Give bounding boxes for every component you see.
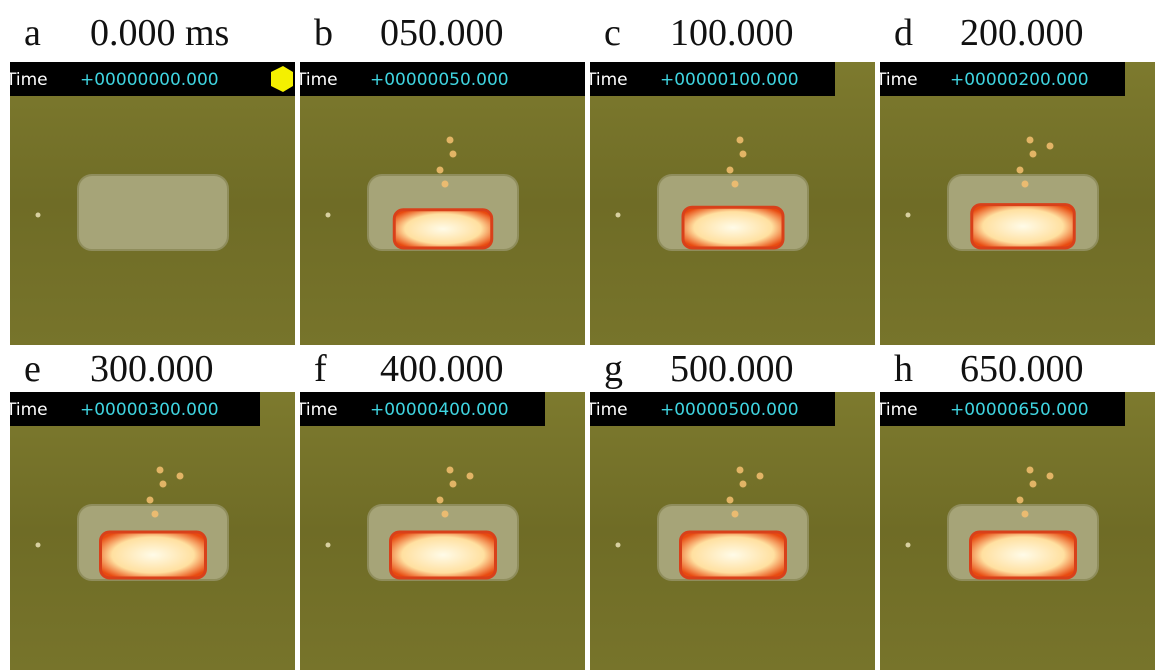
panel-letter: d	[894, 14, 913, 52]
speck	[326, 543, 331, 548]
spark	[437, 497, 444, 504]
speck	[616, 543, 621, 548]
spark	[732, 181, 739, 188]
molten-glow	[394, 210, 492, 248]
molten-glow	[972, 205, 1075, 248]
video-frame: Time +00000200.000	[880, 62, 1155, 345]
spark	[1022, 511, 1029, 518]
overlay-value: +00000200.000	[950, 70, 1089, 90]
molten-glow	[391, 532, 496, 578]
spark	[737, 467, 744, 474]
spark	[1022, 181, 1029, 188]
video-frame: Time +00000300.000	[10, 392, 295, 670]
spark	[1030, 481, 1037, 488]
molten-glow	[971, 532, 1076, 578]
spark	[442, 511, 449, 518]
spark	[177, 473, 184, 480]
speck	[906, 543, 911, 548]
panel-time: 650.000	[960, 350, 1084, 388]
overlay-value: +00000100.000	[660, 70, 799, 90]
panel-time: 500.000	[670, 350, 794, 388]
panel-time: 200.000	[960, 14, 1084, 52]
speck	[326, 213, 331, 218]
spark	[1027, 467, 1034, 474]
overlay-label: Time	[880, 400, 918, 420]
overlay-value: +00000050.000	[370, 70, 509, 90]
spark	[1030, 151, 1037, 158]
overlay-label: Time	[10, 70, 48, 90]
speck	[616, 213, 621, 218]
panel-letter: f	[314, 350, 327, 388]
overlay-value: +00000300.000	[80, 400, 219, 420]
panel-time: 050.000	[380, 14, 504, 52]
video-frame: Time +00000400.000	[300, 392, 585, 670]
overlay-value: +00000500.000	[660, 400, 799, 420]
video-frame: Time +00000050.000	[300, 62, 585, 345]
video-frame: Time +00000500.000	[590, 392, 875, 670]
molten-glow	[683, 207, 783, 248]
overlay-label: Time	[590, 400, 628, 420]
metal-pad	[78, 175, 228, 250]
spark	[737, 137, 744, 144]
panel-letter: g	[604, 350, 623, 388]
spark	[740, 481, 747, 488]
spark	[1047, 473, 1054, 480]
video-frame: Time +00000000.000	[10, 62, 295, 345]
overlay-label: Time	[590, 70, 628, 90]
molten-glow	[681, 532, 786, 578]
spark	[152, 511, 159, 518]
panel-letter: c	[604, 14, 621, 52]
spark	[442, 181, 449, 188]
panel-time: 300.000	[90, 350, 214, 388]
panel-time: 400.000	[380, 350, 504, 388]
overlay-value: +00000000.000	[80, 70, 219, 90]
spark	[467, 473, 474, 480]
spark	[447, 137, 454, 144]
overlay-label: Time	[300, 70, 338, 90]
overlay-value: +00000400.000	[370, 400, 509, 420]
overlay-label: Time	[10, 400, 48, 420]
spark	[732, 511, 739, 518]
speck	[36, 213, 41, 218]
spark	[1017, 167, 1024, 174]
spark	[1017, 497, 1024, 504]
speck	[906, 213, 911, 218]
spark	[757, 473, 764, 480]
panel-letter: b	[314, 14, 333, 52]
spark	[740, 151, 747, 158]
video-frame: Time +00000100.000	[590, 62, 875, 345]
spark	[1047, 143, 1054, 150]
spark	[160, 481, 167, 488]
spark	[450, 481, 457, 488]
spark	[450, 151, 457, 158]
overlay-value: +00000650.000	[950, 400, 1089, 420]
figure: a 0.000 ms Time +00000000.000 b 050.000 Time +0…	[0, 0, 1155, 670]
spark	[147, 497, 154, 504]
speck	[36, 543, 41, 548]
spark	[727, 167, 734, 174]
panel-letter: a	[24, 14, 41, 52]
panel-time: 100.000	[670, 14, 794, 52]
panel-letter: e	[24, 350, 41, 388]
panel-letter: h	[894, 350, 913, 388]
spark	[157, 467, 164, 474]
molten-glow	[101, 532, 206, 578]
spark	[727, 497, 734, 504]
spark	[447, 467, 454, 474]
overlay-label: Time	[300, 400, 338, 420]
spark	[1027, 137, 1034, 144]
overlay-label: Time	[880, 70, 918, 90]
spark	[437, 167, 444, 174]
video-frame: Time +00000650.000	[880, 392, 1155, 670]
panel-time: 0.000 ms	[90, 14, 229, 52]
